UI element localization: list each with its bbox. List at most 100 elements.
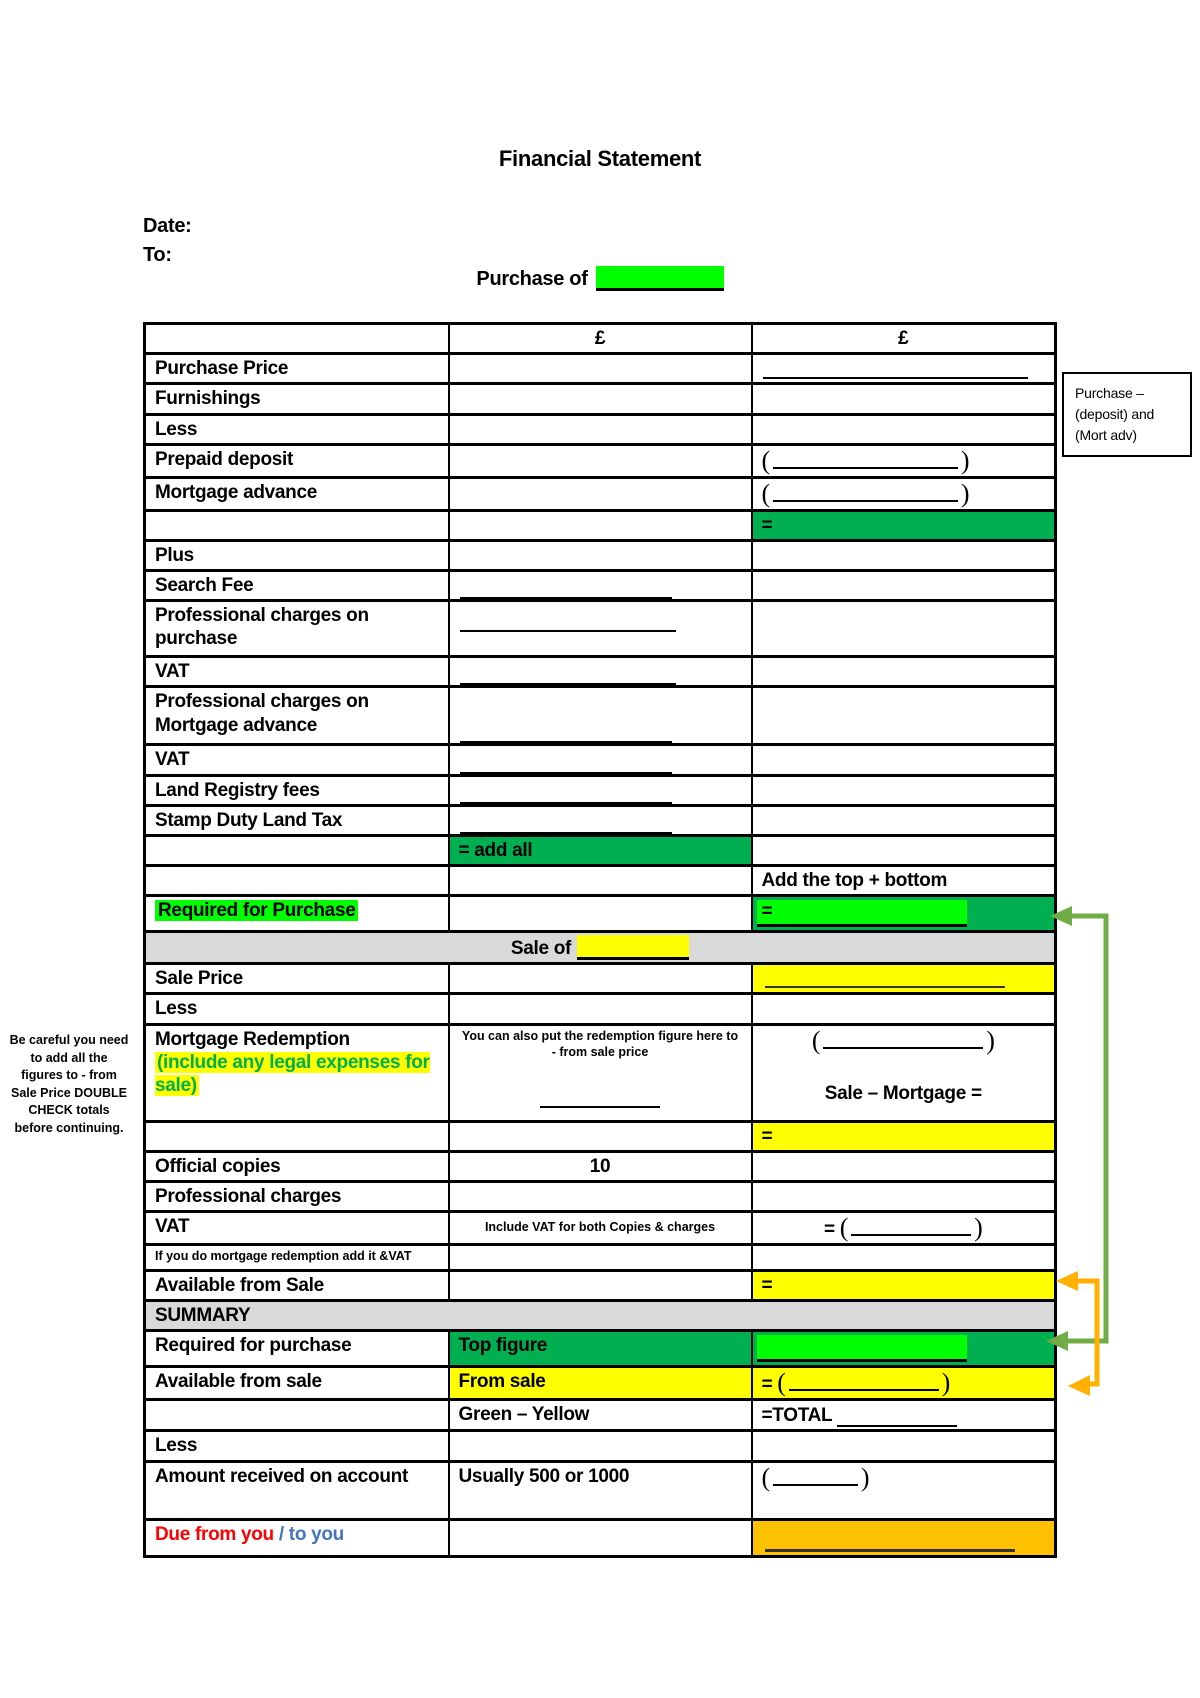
empty-cell: [447, 382, 753, 416]
vat-2-field[interactable]: [459, 771, 672, 776]
pound-header-col2: £: [594, 328, 606, 349]
mortgage-redemption-note: (include any legal expenses for sale): [155, 1051, 430, 1096]
summary-required-field[interactable]: [756, 1335, 967, 1363]
row-prof-charges-purchase: Professional charges on purchase: [143, 599, 1057, 659]
label-summary-required: Required for purchase: [155, 1335, 352, 1357]
prof-charges-purchase-field[interactable]: [459, 630, 676, 633]
empty-cell: [750, 569, 1057, 603]
label-stamp-duty: Stamp Duty Land Tax: [155, 809, 343, 831]
add-all-label: = add all: [458, 839, 533, 861]
row-add-all: = add all: [143, 833, 1057, 868]
prof-charges-mortgage-field[interactable]: [459, 741, 672, 746]
row-land-registry: Land Registry fees: [143, 773, 1057, 807]
label-available-from-sale: Available from Sale: [155, 1275, 324, 1297]
equals-sign: =: [761, 901, 773, 923]
empty-cell: [750, 382, 1057, 416]
row-mortgage-advance: Mortgage advance (): [143, 475, 1057, 512]
sale-of-field[interactable]: [577, 935, 690, 961]
row-sale-subtotal: =: [143, 1119, 1057, 1153]
close-paren: ): [941, 1368, 951, 1398]
usually-label: Usually 500 or 1000: [458, 1465, 630, 1487]
label-sale-price: Sale Price: [155, 968, 243, 990]
total-label: =TOTAL: [761, 1405, 833, 1427]
prepaid-deposit-field[interactable]: (): [761, 445, 970, 475]
empty-cell: [447, 412, 753, 446]
available-from-sale-cell[interactable]: =: [750, 1269, 1057, 1303]
add-all-cell[interactable]: = add all: [447, 833, 753, 868]
empty-cell: [750, 538, 1057, 573]
sale-subtotal-cell[interactable]: =: [750, 1119, 1057, 1153]
amount-received-field[interactable]: (): [762, 1464, 870, 1491]
empty-cell: [447, 538, 753, 573]
empty-cell: [447, 508, 753, 542]
purchase-of-field[interactable]: [595, 266, 724, 291]
empty-cell: [750, 1243, 1057, 1273]
empty-cell: [143, 864, 450, 898]
redemption-amount-field[interactable]: [540, 1084, 660, 1109]
row-less-2: Less: [143, 992, 1057, 1026]
row-redemption-reminder: If you do mortgage redemption add it &VA…: [143, 1243, 1057, 1273]
vat-total-field[interactable]: (): [840, 1215, 983, 1241]
label-required-for-purchase: Required for Purchase: [155, 900, 359, 922]
deposit-subtotal-cell[interactable]: =: [750, 508, 1057, 542]
row-less-1: Less: [143, 412, 1057, 446]
label-search-fee: Search Fee: [155, 575, 254, 597]
due-amount-field[interactable]: [764, 1548, 1015, 1552]
row-official-copies: Official copies 10: [143, 1149, 1057, 1183]
open-paren: (: [839, 1213, 849, 1243]
empty-cell: [447, 352, 753, 386]
row-total: Green – Yellow =TOTAL: [143, 1398, 1057, 1433]
empty-cell: [750, 655, 1057, 689]
empty-cell: [750, 833, 1057, 868]
empty-cell: [750, 1179, 1057, 1214]
row-vat-2: VAT: [143, 743, 1057, 777]
label-prof-charges-mortgage: Professional charges on Mortgage advance: [155, 691, 369, 736]
summary-available-field[interactable]: (): [777, 1370, 950, 1396]
orange-connector-arrow: [1056, 1271, 1100, 1396]
open-paren: (: [761, 478, 771, 508]
stamp-duty-field[interactable]: [459, 831, 672, 836]
purchase-price-amount-field[interactable]: [762, 377, 1028, 380]
label-less: Less: [155, 998, 198, 1020]
to-label: To:: [143, 244, 172, 266]
mortgage-redemption-field[interactable]: (): [811, 1025, 995, 1055]
vat-1-field[interactable]: [459, 683, 676, 686]
empty-cell: [447, 1269, 753, 1303]
purchase-of-label: Purchase of: [476, 268, 588, 290]
mortgage-advance-field[interactable]: (): [761, 478, 970, 508]
label-less: Less: [155, 1435, 198, 1457]
row-less-3: Less: [143, 1429, 1057, 1463]
sale-price-field[interactable]: [764, 986, 1005, 989]
empty-cell: [447, 864, 753, 898]
row-due: Due from you / to you: [143, 1517, 1057, 1558]
required-for-purchase-field[interactable]: =: [756, 900, 967, 928]
row-prof-charges-mortgage: Professional charges on Mortgage advance: [143, 685, 1057, 747]
row-available-from-sale: Available from Sale =: [143, 1269, 1057, 1303]
empty-cell: [447, 1119, 753, 1153]
open-paren: (: [811, 1025, 821, 1055]
empty-cell: [143, 321, 450, 356]
row-mortgage-redemption: Mortgage Redemption (include any legal e…: [143, 1022, 1057, 1123]
open-paren: (: [761, 445, 771, 475]
due-to-you-label: / to you: [278, 1523, 344, 1545]
empty-cell: [447, 1179, 753, 1214]
land-registry-field[interactable]: [459, 801, 672, 806]
close-paren: ): [986, 1025, 995, 1055]
purchase-note-text: Purchase – (deposit) and (Mort adv): [1075, 385, 1155, 443]
row-sale-price: Sale Price: [143, 962, 1057, 996]
equals-sign: =: [761, 514, 773, 536]
total-field[interactable]: [837, 1403, 958, 1428]
row-prepaid-deposit: Prepaid deposit (): [143, 442, 1057, 479]
redemption-reminder: If you do mortgage redemption add it &VA…: [155, 1249, 412, 1264]
row-search-fee: Search Fee: [143, 569, 1057, 603]
empty-cell: [750, 412, 1057, 446]
sale-caution-text: Be careful you need to add all the figur…: [9, 1033, 129, 1135]
sale-caution-note: Be careful you need to add all the figur…: [8, 1032, 130, 1137]
empty-cell: [750, 803, 1057, 837]
empty-cell: [447, 1517, 753, 1558]
search-fee-field[interactable]: [459, 597, 672, 602]
from-sale-label: From sale: [458, 1371, 546, 1393]
row-stamp-duty: Stamp Duty Land Tax: [143, 803, 1057, 837]
row-vat-1: VAT: [143, 655, 1057, 689]
label-furnishings: Furnishings: [155, 388, 261, 410]
